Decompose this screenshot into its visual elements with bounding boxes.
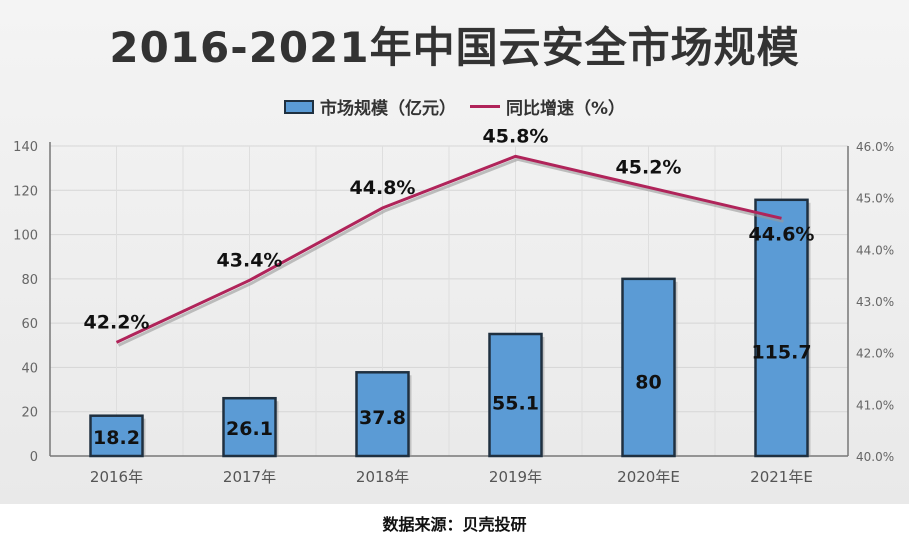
y-left-tick-label: 120 — [13, 184, 38, 199]
bar-value-label: 37.8 — [359, 407, 406, 429]
y-right-tick-label: 42.0% — [856, 347, 894, 361]
bar — [222, 396, 277, 458]
y-right-tick-label: 44.0% — [856, 243, 894, 257]
growth-line — [115, 154, 782, 344]
legend-item-bars: 市场规模（亿元） — [283, 94, 456, 119]
bar — [488, 332, 543, 458]
growth-value-label: 43.4% — [217, 249, 283, 271]
bar — [621, 277, 676, 458]
bar — [89, 414, 144, 458]
y-right-tick-label: 41.0% — [856, 398, 894, 412]
bar-value-label: 18.2 — [93, 427, 140, 449]
chart-frame: 2016-2021年中国云安全市场规模 市场规模（亿元） 同比增速（%） 0 20… — [0, 0, 909, 504]
bar-value-label: 55.1 — [492, 393, 539, 415]
x-tick-label: 2016年 — [90, 468, 143, 486]
y-left-tick-label: 0 — [30, 450, 38, 465]
y-left-tick-label: 20 — [21, 406, 38, 421]
y-left-tick-label: 80 — [21, 273, 38, 288]
y-right-tick-label: 40.0% — [856, 450, 894, 464]
legend-line-swatch — [469, 105, 500, 108]
legend-label-line: 同比增速（%） — [505, 99, 626, 119]
legend: 市场规模（亿元） 同比增速（%） — [0, 94, 909, 119]
y-left-tick-label: 100 — [13, 229, 38, 244]
y-left-tick-label: 60 — [21, 317, 38, 332]
y-right-tick-label: 46.0% — [856, 140, 894, 154]
x-tick-label: 2020年E — [617, 468, 680, 486]
x-tick-label: 2021年E — [750, 468, 813, 486]
y-right-tick-label: 45.0% — [856, 192, 894, 206]
growth-value-label: 45.8% — [483, 125, 549, 147]
plot-area: 0 20 40 60 80 100 120 140 40.0% 41.0% 42.0% 43.0% 44… — [13, 125, 894, 486]
growth-value-label: 44.6% — [749, 223, 815, 245]
y-left-tick-label: 140 — [13, 140, 38, 155]
bar-value-label: 26.1 — [226, 418, 273, 440]
x-tick-label: 2019年 — [489, 468, 542, 486]
y-right-tick-label: 43.0% — [856, 295, 894, 309]
x-tick-label: 2018年 — [356, 468, 409, 486]
bar — [754, 198, 809, 458]
source-note: 数据来源：贝壳投研 — [382, 515, 527, 534]
bar-value-label: 115.7 — [751, 342, 811, 364]
growth-value-label: 42.2% — [84, 311, 150, 333]
bar-value-label: 80 — [635, 372, 661, 394]
legend-bar-swatch — [283, 99, 314, 114]
growth-value-label: 45.2% — [616, 156, 682, 178]
growth-value-label: 44.8% — [350, 177, 416, 199]
legend-label-bars: 市场规模（亿元） — [319, 99, 456, 119]
x-tick-label: 2017年 — [223, 468, 276, 486]
legend-item-line: 同比增速（%） — [469, 94, 626, 119]
chart-title: 2016-2021年中国云安全市场规模 — [109, 23, 800, 72]
y-left-tick-label: 40 — [21, 361, 38, 376]
growth-line-shadow — [117, 157, 784, 347]
bar — [355, 371, 410, 458]
